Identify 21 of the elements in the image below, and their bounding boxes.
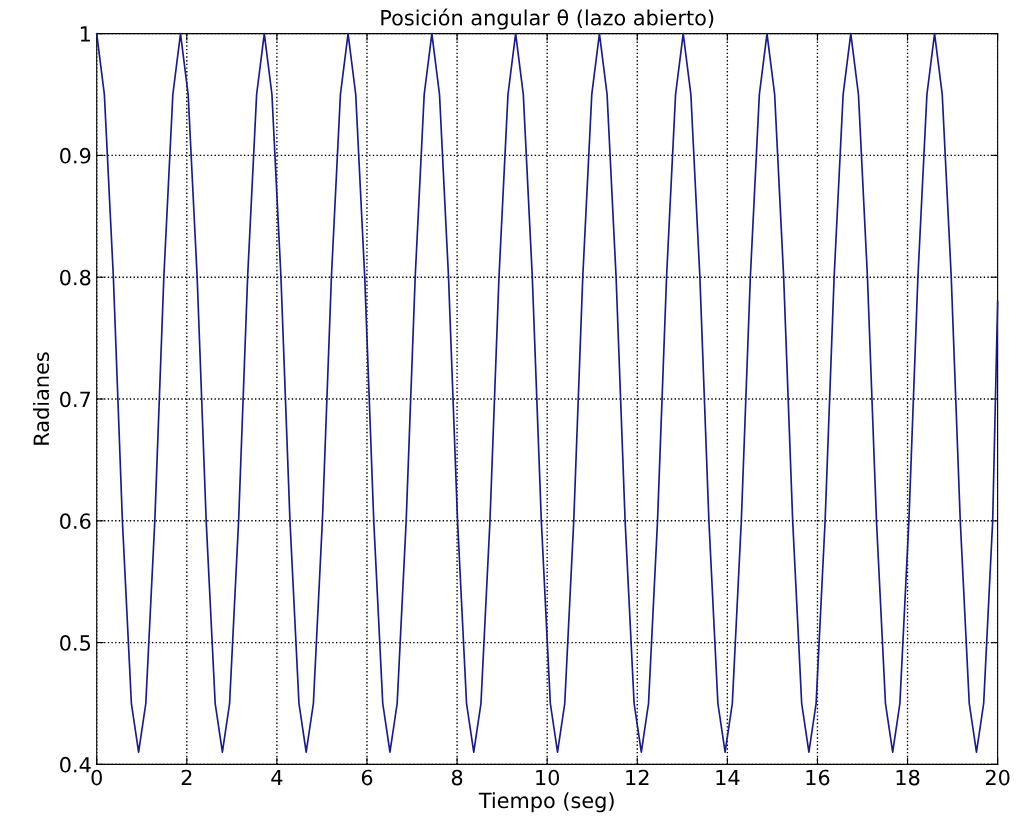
- x-tick-label: 4: [271, 769, 283, 786]
- y-tick-label: 0.8: [60, 269, 91, 286]
- y-tick-label: 0.5: [60, 635, 91, 651]
- y-tick-label: 0.6: [60, 513, 91, 530]
- x-tick-label: 14: [716, 769, 740, 786]
- y-tick-label: 1: [80, 26, 90, 42]
- x-tick-label: 18: [896, 769, 920, 786]
- y-tick-label: 0.9: [60, 147, 91, 164]
- y-tick-label: 0.4: [60, 756, 91, 773]
- x-tick-label: 20: [985, 769, 1010, 786]
- chart-title: Posición angular θ (lazo abierto): [381, 8, 714, 30]
- x-tick-label: 0: [91, 769, 102, 786]
- y-axis-title: Radianes: [33, 352, 50, 445]
- x-axis-title: Tiempo (seg): [478, 792, 614, 813]
- x-tick-label: 2: [181, 769, 192, 786]
- y-tick-label: 0.7: [60, 391, 91, 408]
- x-tick-label: 8: [451, 769, 463, 786]
- x-tick-label: 10: [536, 769, 560, 786]
- x-tick-label: 6: [361, 769, 373, 786]
- x-tick-label: 12: [626, 769, 649, 786]
- x-tick-label: 16: [806, 769, 830, 786]
